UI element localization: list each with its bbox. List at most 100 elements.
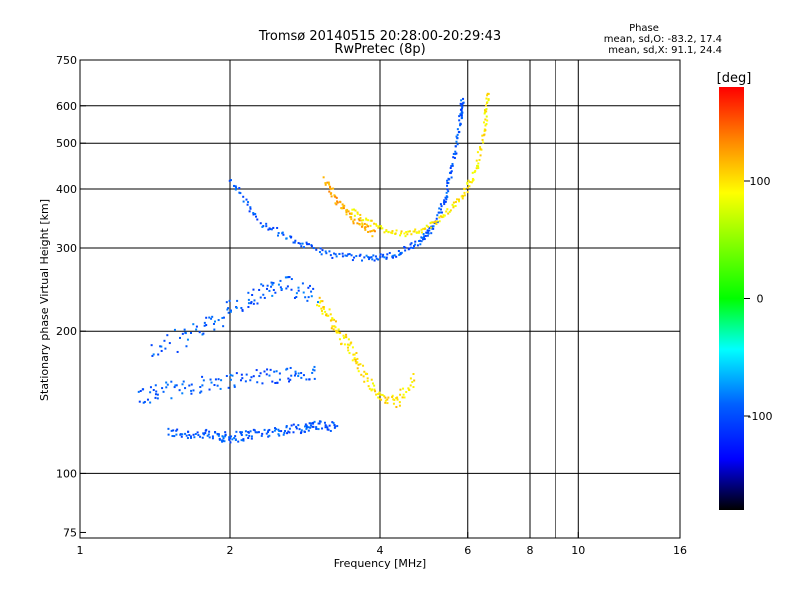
data-point bbox=[384, 399, 387, 402]
data-point bbox=[392, 254, 395, 257]
data-point bbox=[353, 214, 356, 217]
data-point bbox=[293, 374, 296, 377]
data-point bbox=[261, 225, 264, 228]
data-point bbox=[218, 437, 221, 440]
data-point bbox=[240, 431, 243, 434]
data-point bbox=[351, 346, 354, 349]
data-point bbox=[423, 235, 426, 238]
data-point bbox=[165, 386, 168, 389]
data-point bbox=[442, 201, 445, 204]
data-point bbox=[466, 181, 469, 184]
data-point bbox=[258, 375, 261, 378]
data-point bbox=[425, 224, 428, 227]
data-point bbox=[391, 232, 394, 235]
data-point bbox=[405, 231, 408, 234]
data-point bbox=[480, 148, 483, 151]
data-point bbox=[247, 201, 250, 204]
data-point bbox=[174, 384, 177, 387]
data-point bbox=[267, 228, 270, 231]
data-point bbox=[330, 195, 333, 198]
data-point bbox=[329, 254, 332, 257]
data-point bbox=[350, 254, 353, 257]
data-point bbox=[229, 310, 232, 313]
data-point bbox=[256, 218, 259, 221]
data-point bbox=[242, 200, 245, 203]
data-point bbox=[276, 381, 279, 384]
data-point bbox=[340, 343, 343, 346]
data-point bbox=[479, 147, 482, 150]
data-point bbox=[284, 276, 287, 279]
data-point bbox=[485, 115, 488, 118]
data-point bbox=[233, 436, 236, 439]
data-point bbox=[247, 291, 250, 294]
data-point bbox=[312, 422, 315, 425]
data-point bbox=[326, 426, 329, 429]
data-point bbox=[463, 194, 466, 197]
data-point bbox=[172, 429, 175, 432]
data-point bbox=[146, 398, 149, 401]
data-point bbox=[194, 432, 197, 435]
data-point bbox=[383, 256, 386, 259]
data-point bbox=[287, 377, 290, 380]
data-point bbox=[183, 328, 186, 331]
data-point bbox=[266, 284, 269, 287]
data-point bbox=[230, 435, 233, 438]
data-point bbox=[241, 377, 244, 380]
data-point bbox=[360, 225, 363, 228]
data-point bbox=[246, 203, 249, 206]
data-point bbox=[300, 376, 303, 379]
data-point bbox=[354, 360, 357, 363]
data-point bbox=[252, 213, 255, 216]
data-point bbox=[278, 378, 281, 381]
data-point bbox=[364, 228, 367, 231]
data-point bbox=[193, 436, 196, 439]
data-point bbox=[335, 329, 338, 332]
data-point bbox=[440, 205, 443, 208]
data-point bbox=[242, 438, 245, 441]
data-point bbox=[295, 425, 298, 428]
data-point bbox=[406, 233, 409, 236]
data-point bbox=[352, 208, 355, 211]
data-point bbox=[359, 253, 362, 256]
data-point bbox=[282, 233, 285, 236]
data-point bbox=[272, 226, 275, 229]
data-point bbox=[178, 336, 181, 339]
data-point bbox=[309, 424, 312, 427]
data-point bbox=[278, 434, 281, 437]
data-point bbox=[272, 281, 275, 284]
data-point bbox=[363, 380, 366, 383]
data-point bbox=[354, 358, 357, 361]
data-point bbox=[379, 256, 382, 259]
data-point bbox=[253, 429, 256, 432]
data-point bbox=[331, 325, 334, 328]
data-point bbox=[415, 231, 418, 234]
data-point bbox=[342, 205, 345, 208]
data-point bbox=[278, 372, 281, 375]
data-point bbox=[338, 252, 341, 255]
x-tick-label: 10 bbox=[571, 544, 585, 557]
data-point bbox=[355, 362, 358, 365]
data-point bbox=[342, 336, 345, 339]
data-point bbox=[175, 429, 178, 432]
data-point bbox=[234, 435, 237, 438]
data-point bbox=[156, 397, 159, 400]
data-point bbox=[297, 242, 300, 245]
data-point bbox=[166, 334, 169, 337]
data-point bbox=[467, 179, 470, 182]
data-point bbox=[300, 429, 303, 432]
data-point bbox=[460, 99, 463, 102]
data-point bbox=[377, 225, 380, 228]
data-point bbox=[217, 433, 220, 436]
data-point bbox=[439, 208, 442, 211]
data-point bbox=[271, 380, 274, 383]
data-point bbox=[267, 429, 270, 432]
data-point bbox=[354, 209, 357, 212]
y-tick-label: 600 bbox=[56, 100, 77, 113]
data-point bbox=[217, 378, 220, 381]
data-point bbox=[414, 240, 417, 243]
data-point bbox=[297, 424, 300, 427]
data-point bbox=[451, 162, 454, 165]
data-point bbox=[446, 181, 449, 184]
data-point bbox=[308, 284, 311, 287]
data-point bbox=[210, 381, 213, 384]
